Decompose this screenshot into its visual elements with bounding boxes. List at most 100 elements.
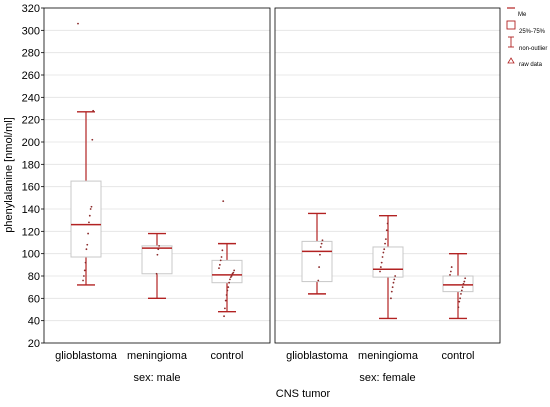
raw-point <box>226 289 229 292</box>
raw-point <box>460 292 462 295</box>
raw-point <box>457 306 460 309</box>
raw-point <box>218 263 221 266</box>
raw-point <box>449 270 452 273</box>
raw-point <box>319 246 322 248</box>
y-tick-label: 180 <box>22 159 40 171</box>
y-tick-label: 160 <box>22 182 40 194</box>
legend: Me 25%-75% non-outlier raw data <box>506 7 547 68</box>
raw-point <box>227 286 230 289</box>
iqr-box <box>372 246 404 278</box>
raw-point <box>394 275 397 277</box>
raw-point <box>317 279 320 282</box>
raw-point <box>157 248 160 251</box>
y-tick-label: 100 <box>22 249 40 261</box>
raw-point <box>390 290 393 293</box>
box-control <box>211 200 243 318</box>
raw-point <box>321 239 324 242</box>
raw-point <box>382 251 385 254</box>
box-glioblastoma <box>70 22 102 286</box>
raw-point <box>222 200 225 203</box>
raw-point <box>88 214 91 217</box>
category-label: meningioma <box>127 350 188 362</box>
raw-point <box>158 244 161 247</box>
raw-point <box>319 253 321 256</box>
iqr-box <box>211 259 243 284</box>
grid-lines <box>44 29 500 322</box>
raw-point <box>449 273 451 276</box>
raw-point <box>156 253 159 256</box>
raw-point <box>379 266 382 268</box>
raw-point <box>231 272 234 275</box>
panel-frame <box>274 7 501 344</box>
panel-1: glioblastoma meningioma control sex: male <box>43 7 271 384</box>
raw-point <box>219 259 222 262</box>
raw-point <box>84 261 87 264</box>
panel-label: sex: female <box>359 372 415 384</box>
y-axis: 20 40 60 80 100 120 140 160 180 200 220 240 260 280 30… <box>22 3 44 350</box>
raw-point <box>450 266 453 268</box>
raw-point <box>221 249 224 252</box>
y-tick-label: 320 <box>22 3 40 15</box>
raw-point <box>385 229 388 232</box>
raw-point <box>224 299 227 302</box>
raw-point <box>318 266 321 268</box>
raw-point <box>384 238 387 241</box>
x-axis-title: CNS tumor <box>276 388 331 400</box>
raw-point <box>77 22 79 25</box>
raw-point <box>85 248 88 251</box>
raw-point <box>83 269 86 272</box>
raw-point <box>86 243 89 246</box>
raw-point <box>390 297 392 300</box>
raw-point <box>91 138 94 141</box>
raw-point <box>220 256 223 258</box>
raw-point <box>229 278 231 281</box>
y-tick-label: 80 <box>28 271 40 283</box>
y-tick-label: 240 <box>22 92 40 104</box>
box-glioblastoma <box>301 212 333 295</box>
raw-point <box>383 248 386 251</box>
y-tick-label: 20 <box>28 338 40 350</box>
y-tick-label: 280 <box>22 48 40 60</box>
box-control <box>442 252 474 320</box>
category-label: glioblastoma <box>55 350 118 362</box>
raw-point <box>462 282 465 285</box>
raw-point <box>87 232 90 235</box>
raw-point <box>458 300 461 303</box>
iqr-box <box>301 240 333 283</box>
y-tick-label: 260 <box>22 70 40 82</box>
raw-point <box>386 222 389 225</box>
legend-whisker-label: non-outlier <box>519 46 547 52</box>
panel-frame <box>43 7 271 344</box>
raw-point <box>380 261 383 264</box>
y-tick-label: 40 <box>28 316 40 328</box>
box-meningioma <box>141 232 173 300</box>
raw-point <box>218 267 220 270</box>
panel-label: sex: male <box>133 372 180 384</box>
raw-point <box>223 315 225 318</box>
raw-point <box>82 275 85 277</box>
category-label: meningioma <box>358 350 419 362</box>
raw-point <box>92 109 95 112</box>
raw-point <box>88 221 90 224</box>
raw-point <box>155 272 158 275</box>
y-tick-label: 140 <box>22 204 40 216</box>
raw-point <box>393 278 396 281</box>
raw-point <box>89 208 92 210</box>
raw-point <box>459 297 462 300</box>
legend-box-symbol <box>506 20 516 30</box>
raw-point <box>233 269 236 272</box>
y-tick-label: 220 <box>22 115 40 127</box>
raw-point <box>381 256 384 258</box>
y-tick-label: 60 <box>28 293 40 305</box>
raw-point <box>392 281 395 284</box>
y-tick-label: 300 <box>22 25 40 37</box>
legend-raw-symbol <box>507 57 515 64</box>
category-label: control <box>441 350 474 362</box>
raw-point <box>229 276 232 279</box>
y-axis-title: phenylalanine [nmol/ml] <box>3 117 15 233</box>
raw-point <box>384 242 386 245</box>
raw-point <box>379 270 381 273</box>
raw-point <box>225 294 228 296</box>
